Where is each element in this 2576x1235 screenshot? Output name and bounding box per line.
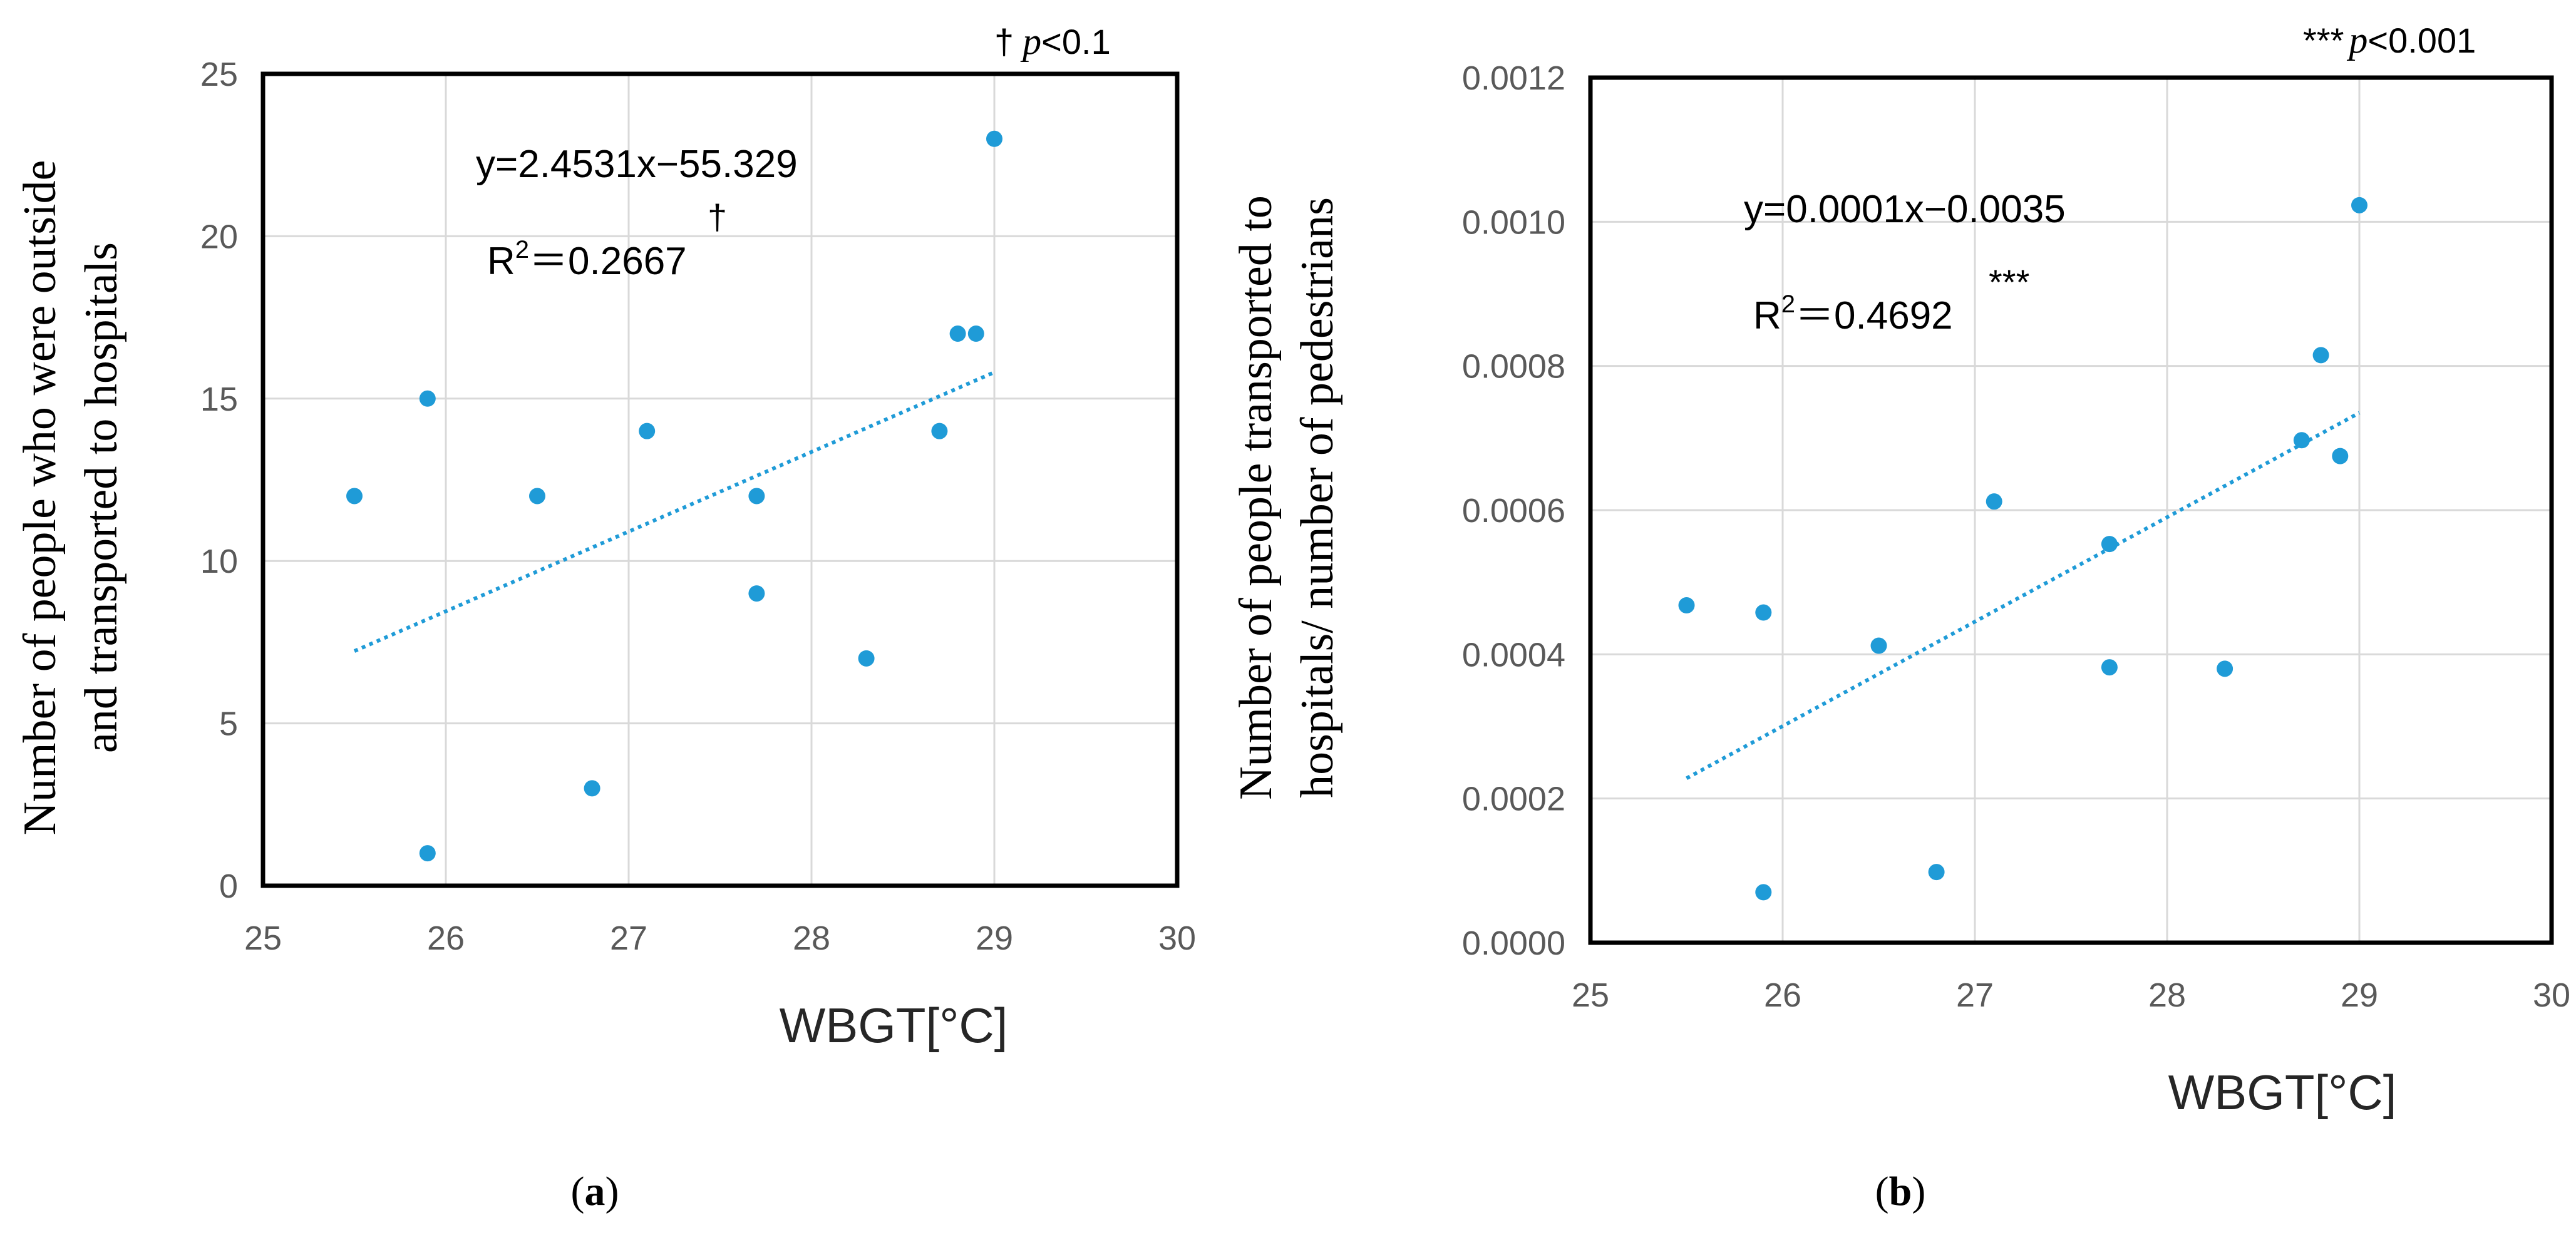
chart-b-points (1678, 197, 2367, 901)
chart-b-y-tick-labels: 0.0000 0.0002 0.0004 0.0006 0.0008 0.0010 0.00… (1462, 59, 1565, 962)
chart-a-gridlines (262, 73, 1178, 887)
chart-b-x-tick-label: 28 (2148, 976, 2186, 1014)
chart-a-x-tick-label: 28 (793, 920, 830, 957)
chart-a-data-point (346, 488, 363, 505)
chart-a-data-point (967, 325, 984, 342)
chart-a-data-point (529, 488, 545, 505)
chart-a-y-tick-label: 15 (200, 381, 238, 418)
chart-a-r2-prefix: R (487, 240, 515, 283)
chart-a-data-point (986, 130, 1002, 147)
chart-b-sig-p: p (2346, 19, 2367, 61)
chart-b-y-tick-label: 0.0008 (1462, 348, 1565, 386)
chart-a-data-point (858, 650, 875, 667)
chart-a-data-point (748, 585, 765, 602)
chart-a-y-tick-labels: 0 5 10 15 20 25 (200, 56, 238, 905)
chart-b-x-tick-label: 27 (1956, 976, 1994, 1014)
chart-b-data-point (1678, 597, 1695, 614)
chart-b-data-point (1986, 493, 2002, 510)
chart-a-r2: R2＝0.2667 (487, 236, 687, 283)
chart-b-trendline (1686, 411, 2361, 781)
chart-a-points (346, 130, 1002, 862)
chart-b-data-point (2101, 536, 2118, 553)
chart-b-y-tick-label: 0.0010 (1462, 203, 1565, 241)
chart-a-y-tick-label: 25 (200, 56, 238, 93)
chart-b-y-axis-label-line1: Number of people transported to (1230, 195, 1282, 800)
chart-b-data-point (1870, 637, 1887, 654)
chart-b-y-tick-label: 0.0002 (1462, 781, 1565, 818)
chart-b-data-point (2332, 448, 2349, 464)
chart-b-x-tick-label: 26 (1764, 976, 1801, 1014)
chart-a-x-tick-label: 30 (1158, 920, 1196, 957)
chart-b-y-tick-label: 0.0004 (1462, 636, 1565, 674)
chart-b-data-point (2101, 659, 2118, 676)
chart-a-y-axis-label-line1: Number of people who were outside (14, 160, 66, 836)
chart-b-r2-value: ＝0.4692 (1795, 294, 1953, 337)
chart-b-sig-rest: <0.001 (2367, 21, 2476, 60)
chart-b-r2: R2＝0.4692 (1753, 290, 1953, 337)
chart-a-x-tick-label: 26 (427, 920, 465, 957)
chart-b-data-point (2351, 197, 2367, 213)
chart-b-x-tick-label: 29 (2341, 976, 2378, 1014)
chart-b-data-point (2312, 347, 2329, 364)
chart-b-x-tick-labels: 25 26 27 28 29 30 (1572, 976, 2570, 1014)
chart-a-x-tick-label: 25 (244, 920, 282, 957)
chart-a-sig-rest: <0.1 (1041, 22, 1111, 61)
chart-a-x-axis-label: WBGT[°C] (780, 998, 1008, 1053)
chart-a-data-point (748, 488, 765, 505)
chart-b-y-axis-label-line2: hospitals/ number of pedestrians (1292, 197, 1343, 798)
chart-a-r2-mark: † (708, 197, 727, 237)
chart-a-r2-value: ＝0.2667 (529, 240, 687, 283)
chart-b-gridlines (1589, 76, 2553, 944)
chart-a-sig-mark: † (994, 22, 1014, 61)
chart-a-data-point (584, 780, 600, 797)
chart-a-equation: y=2.4531x−55.329 (476, 143, 798, 186)
chart-b-panel-letter: b (1889, 1169, 1912, 1214)
chart-a-panel-letter: a (585, 1169, 605, 1214)
chart-b-plot-frame (1588, 75, 2554, 945)
chart-a: 0 5 10 15 20 25 25 26 27 28 29 30 y=2.4531x−55.329… (14, 21, 1196, 1214)
chart-a-trendline (353, 370, 996, 653)
chart-b-data-point (2217, 660, 2233, 677)
chart-b-data-point (1928, 864, 1945, 881)
chart-a-y-tick-label: 5 (219, 705, 238, 743)
chart-a-data-point (639, 423, 656, 439)
chart-a-data-point (419, 845, 436, 862)
chart-b-significance: *** p<0.001 (2303, 19, 2476, 61)
chart-b-x-tick-label: 30 (2533, 976, 2570, 1014)
chart-a-significance: † p<0.1 (994, 21, 1111, 62)
chart-b-panel-label: (b) (1875, 1169, 1926, 1214)
chart-a-data-point (949, 325, 966, 342)
chart-b-r2-prefix: R (1753, 294, 1781, 337)
chart-a-panel-label: (a) (571, 1169, 619, 1214)
chart-a-x-tick-label: 29 (976, 920, 1013, 957)
chart-b: 0.0000 0.0002 0.0004 0.0006 0.0008 0.0010 0.00… (1230, 19, 2570, 1214)
chart-a-y-tick-label: 20 (200, 218, 238, 255)
chart-b-x-tick-label: 25 (1572, 976, 1609, 1014)
chart-b-sig-mark: *** (2303, 21, 2344, 60)
chart-b-r2-mark: *** (1989, 262, 2029, 302)
chart-a-x-tick-labels: 25 26 27 28 29 30 (244, 920, 1196, 957)
chart-a-y-tick-label: 0 (219, 868, 238, 905)
chart-b-y-tick-label: 0.0012 (1462, 59, 1565, 97)
chart-a-sig-p: p (1020, 21, 1041, 62)
chart-a-data-point (419, 390, 436, 407)
chart-a-data-point (931, 423, 948, 439)
chart-b-equation: y=0.0001x−0.0035 (1744, 188, 2066, 231)
chart-a-r2-sup: 2 (515, 236, 529, 264)
chart-b-x-axis-label: WBGT[°C] (2168, 1065, 2397, 1120)
chart-b-data-point (1755, 884, 1772, 901)
chart-b-data-point (2293, 432, 2310, 449)
chart-a-y-axis-label-line2: and transported to hospitals (76, 242, 127, 753)
chart-a-y-tick-label: 10 (200, 543, 238, 580)
chart-b-y-tick-label: 0.0006 (1462, 492, 1565, 530)
chart-b-r2-sup: 2 (1781, 290, 1795, 318)
chart-a-plot-frame (260, 71, 1180, 888)
chart-b-data-point (1755, 604, 1772, 621)
chart-a-x-tick-label: 27 (610, 920, 647, 957)
chart-b-y-tick-label: 0.0000 (1462, 925, 1565, 962)
